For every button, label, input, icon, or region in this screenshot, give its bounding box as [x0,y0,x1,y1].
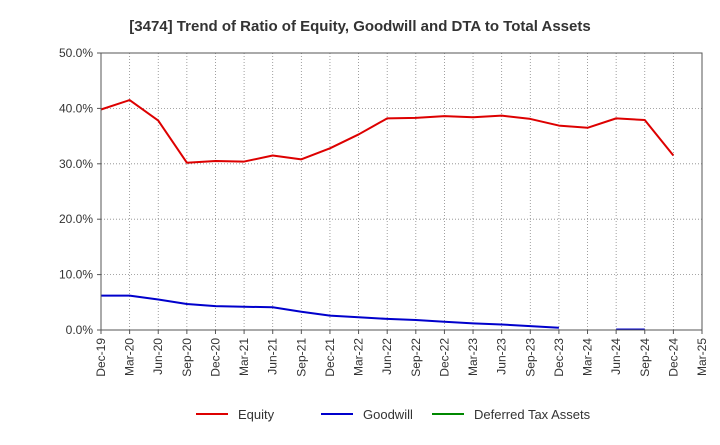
x-tick-label: Dec-23 [552,338,566,377]
x-tick-label: Dec-24 [666,338,680,377]
legend-label-equity: Equity [238,407,275,422]
x-tick-label: Dec-19 [94,338,108,377]
x-tick-label: Sep-20 [180,338,194,377]
legend: Equity Goodwill Deferred Tax Assets [196,407,591,422]
x-tick-label: Jun-21 [266,338,280,375]
x-tick-label: Sep-22 [409,338,423,377]
x-tick-label: Sep-23 [523,338,537,377]
x-tick-label: Sep-21 [294,338,308,377]
x-tick-label: Dec-20 [208,338,222,377]
y-tick-label: 30.0% [59,157,93,171]
x-tick-label: Mar-20 [123,338,137,376]
x-tick-label: Dec-22 [437,338,451,377]
x-axis-ticks: Dec-19 Mar-20 Jun-20 Sep-20 Dec-20 Mar-21 Jun-… [94,330,709,377]
series-layer [100,99,675,331]
x-tick-label: Jun-24 [609,338,623,375]
x-tick-label: Mar-25 [695,338,709,376]
x-tick-label: Mar-23 [466,338,480,376]
series-line-equity [100,99,675,164]
grid-layer [101,53,702,330]
x-tick-label: Jun-23 [495,338,509,375]
x-tick-label: Sep-24 [638,338,652,377]
series-line-goodwill [101,294,559,329]
legend-label-goodwill: Goodwill [363,407,413,422]
plot-area-frame [100,52,703,331]
x-tick-label: Mar-24 [581,338,595,376]
y-tick-label: 10.0% [59,268,93,282]
y-tick-label: 50.0% [59,46,93,60]
legend-label-deferred-tax-assets: Deferred Tax Assets [474,407,591,422]
y-tick-label: 20.0% [59,212,93,226]
y-tick-label: 0.0% [66,323,94,337]
x-tick-label: Mar-22 [352,338,366,376]
x-tick-label: Jun-22 [380,338,394,375]
x-tick-label: Jun-20 [151,338,165,375]
x-tick-label: Dec-21 [323,338,337,377]
y-tick-label: 40.0% [59,101,93,115]
chart-title: [3474] Trend of Ratio of Equity, Goodwil… [129,18,590,35]
y-axis-ticks: 0.0% 10.0% 20.0% 30.0% 40.0% 50.0% [59,46,101,337]
x-tick-label: Mar-21 [237,338,251,376]
